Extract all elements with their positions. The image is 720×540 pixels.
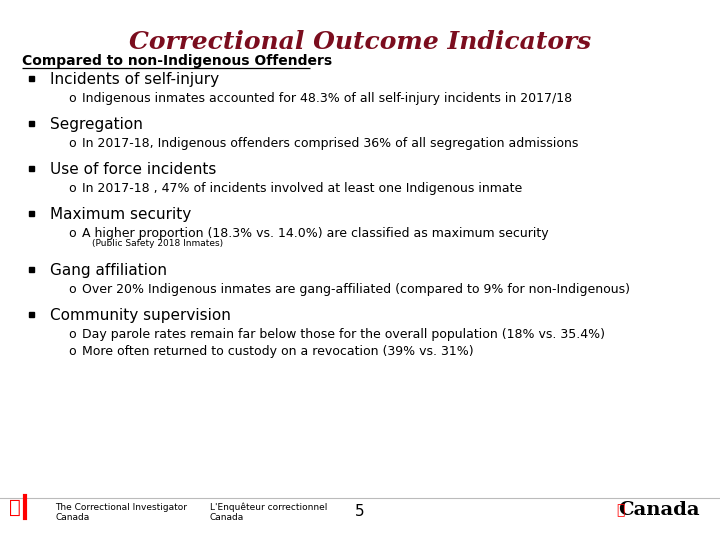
Bar (29, 211, 34, 215)
Text: 🍁: 🍁 (616, 503, 624, 517)
Text: L'Enquêteur correctionnel: L'Enquêteur correctionnel (210, 503, 328, 512)
Text: Community supervision: Community supervision (50, 308, 231, 323)
Text: More often returned to custody on a revocation (39% vs. 31%): More often returned to custody on a revo… (82, 345, 474, 358)
Text: (Public Safety 2018 Inmates): (Public Safety 2018 Inmates) (92, 239, 223, 248)
Text: A higher proportion (18.3% vs. 14.0%) are classified as maximum security: A higher proportion (18.3% vs. 14.0%) ar… (82, 227, 549, 240)
Text: Canada: Canada (618, 501, 700, 519)
Text: Day parole rates remain far below those for the overall population (18% vs. 35.4: Day parole rates remain far below those … (82, 328, 605, 341)
Text: Over 20% Indigenous inmates are gang-affiliated (compared to 9% for non-Indigeno: Over 20% Indigenous inmates are gang-aff… (82, 283, 630, 296)
Text: Canada: Canada (55, 513, 89, 522)
Text: 5: 5 (355, 503, 365, 518)
Bar (29, 120, 34, 125)
Text: o: o (68, 137, 76, 150)
Bar (29, 165, 34, 171)
Text: In 2017-18, Indigenous offenders comprised 36% of all segregation admissions: In 2017-18, Indigenous offenders compris… (82, 137, 578, 150)
Text: Use of force incidents: Use of force incidents (50, 162, 217, 177)
Text: Segregation: Segregation (50, 117, 143, 132)
Text: o: o (68, 345, 76, 358)
Bar (29, 267, 34, 272)
Text: Gang affiliation: Gang affiliation (50, 263, 167, 278)
Text: Canada: Canada (210, 513, 244, 522)
Text: o: o (68, 328, 76, 341)
Text: o: o (68, 227, 76, 240)
Text: Compared to non-Indigenous Offenders: Compared to non-Indigenous Offenders (22, 54, 332, 68)
Text: In 2017-18 , 47% of incidents involved at least one Indigenous inmate: In 2017-18 , 47% of incidents involved a… (82, 182, 522, 195)
Bar (29, 76, 34, 80)
Text: Correctional Outcome Indicators: Correctional Outcome Indicators (129, 30, 591, 54)
Text: o: o (68, 283, 76, 296)
Text: o: o (68, 182, 76, 195)
Bar (29, 312, 34, 316)
Text: Incidents of self-injury: Incidents of self-injury (50, 72, 219, 87)
Text: Indigenous inmates accounted for 48.3% of all self-injury incidents in 2017/18: Indigenous inmates accounted for 48.3% o… (82, 92, 572, 105)
Text: Maximum security: Maximum security (50, 207, 192, 222)
Text: The Correctional Investigator: The Correctional Investigator (55, 503, 187, 512)
Text: 🍁: 🍁 (9, 497, 21, 516)
Text: o: o (68, 92, 76, 105)
